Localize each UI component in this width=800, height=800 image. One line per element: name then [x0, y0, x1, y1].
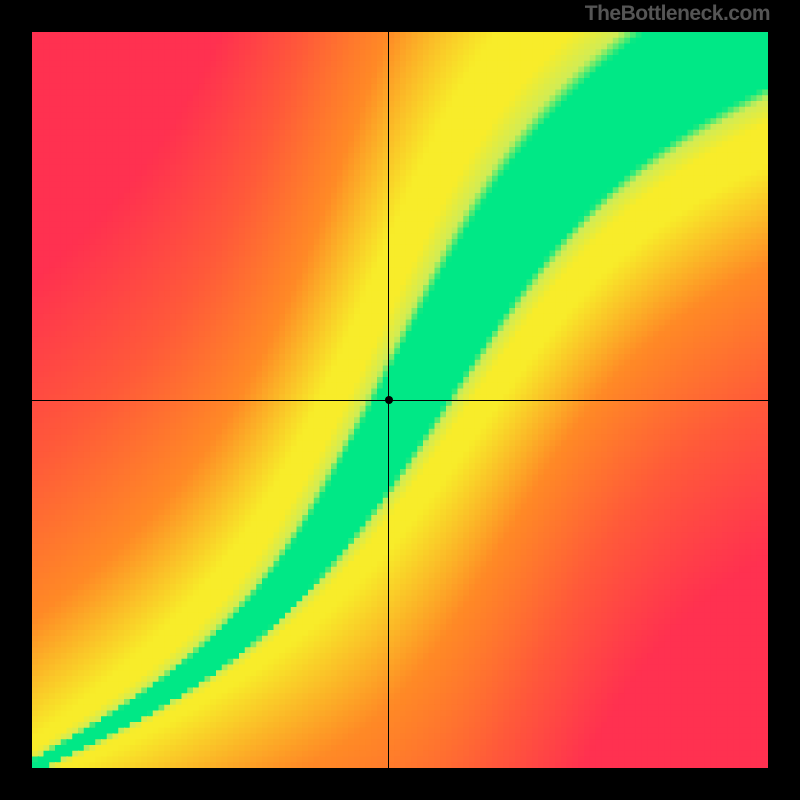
chart-container: TheBottleneck.com	[0, 0, 800, 800]
plot-area	[32, 32, 768, 768]
crosshair-horizontal	[32, 400, 768, 401]
crosshair-dot	[385, 396, 393, 404]
watermark-text: TheBottleneck.com	[585, 2, 770, 26]
